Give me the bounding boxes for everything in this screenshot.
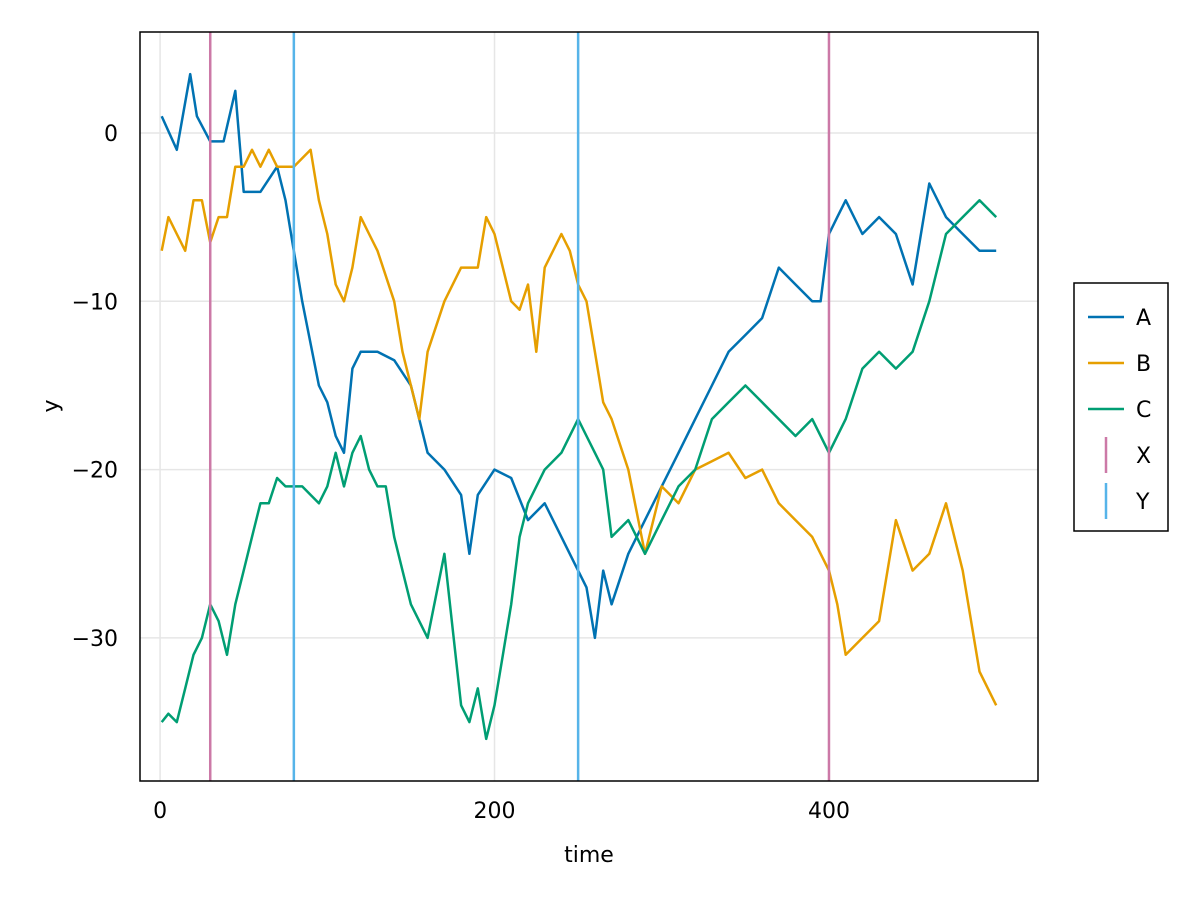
gridlines <box>140 32 1038 781</box>
plot-area <box>160 32 998 781</box>
x-tick-label: 200 <box>474 799 516 824</box>
legend-label-x: X <box>1136 444 1151 469</box>
y-axis-label: y <box>39 399 64 412</box>
y-tick-label: 0 <box>104 122 118 147</box>
legend-label-a: A <box>1136 306 1151 331</box>
plot-frame <box>139 31 1039 782</box>
y-tick-label: −30 <box>72 627 118 652</box>
axis-ticks: 0 200 400 0 −10 −20 −30 <box>72 122 850 824</box>
y-tick-label: −10 <box>72 290 118 315</box>
x-axis-label: time <box>564 843 614 868</box>
series-line-c <box>160 199 998 741</box>
legend-box <box>1073 282 1169 532</box>
series-line-b <box>160 148 998 706</box>
legend-label-b: B <box>1136 352 1151 377</box>
x-tick-label: 0 <box>153 799 167 824</box>
series-line-a <box>160 72 997 640</box>
x-tick-label: 400 <box>808 799 850 824</box>
legend-label-y: Y <box>1135 490 1150 515</box>
legend-label-c: C <box>1136 398 1151 423</box>
y-tick-label: −20 <box>72 459 118 484</box>
